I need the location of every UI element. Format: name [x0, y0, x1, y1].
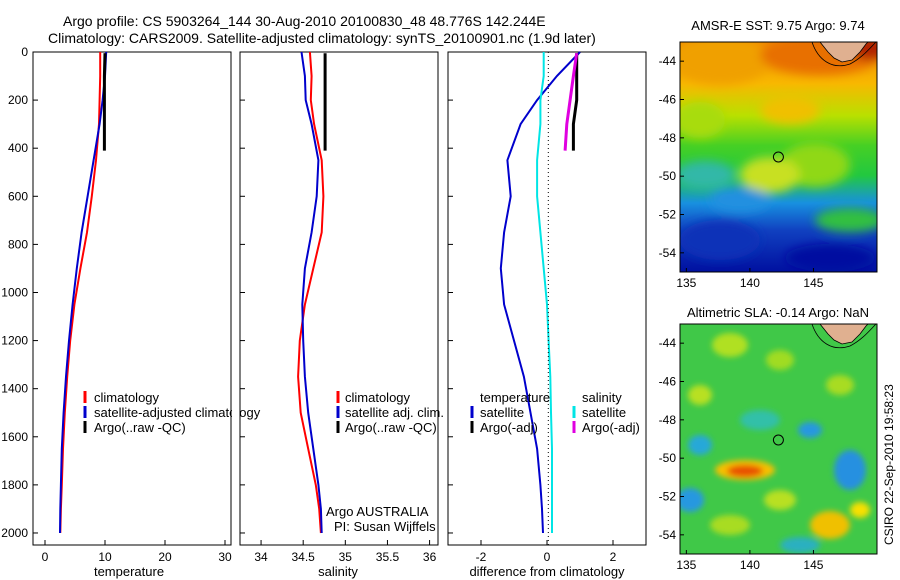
lon-tick-label: 135 [676, 276, 696, 290]
temperature-x-label: temperature [94, 564, 164, 579]
legend-sal-satellite-diff: satellite [582, 405, 626, 420]
lat-tick-label: -50 [659, 451, 677, 465]
lon-tick-label: 135 [676, 558, 696, 572]
depth-axis: 0 200 400 600 800 1000 1200 1400 1600 1800 2000 [1, 45, 453, 540]
x-tick-label: 0 [42, 550, 49, 564]
legend-sal-argo-diff: Argo(-adj) [582, 420, 640, 435]
depth-tick-label: 600 [8, 189, 28, 203]
series-line-salinity-0 [297, 51, 325, 534]
pi-label: PI: Susan Wijffels [334, 519, 436, 534]
depth-tick-label: 1000 [1, 285, 28, 299]
salinity-x-ticks: 34 34.5 35 35.5 36 [254, 540, 437, 564]
sla-argo-marker [772, 434, 784, 446]
legend-sal-climatology: climatology [345, 390, 411, 405]
series-line-difference-2 [536, 52, 553, 533]
lat-tick-label: -48 [659, 413, 677, 427]
difference-legend: temperature satellite Argo(-adj) salinit… [470, 390, 640, 435]
depth-tick-label: 1600 [1, 430, 28, 444]
lon-tick-label: 140 [740, 558, 760, 572]
series-line-difference-1 [571, 53, 579, 151]
sst-argo-marker [772, 151, 784, 163]
depth-tick-label: 200 [8, 93, 28, 107]
lat-tick-label: -52 [659, 208, 677, 222]
difference-x-ticks: -2 0 2 [476, 540, 617, 564]
difference-series [499, 51, 581, 534]
x-tick-label: 30 [218, 550, 232, 564]
salinity-series [297, 51, 327, 534]
lat-tick-label: -46 [659, 93, 677, 107]
x-tick-label: 34.5 [292, 550, 316, 564]
x-tick-label: 36 [423, 550, 437, 564]
lat-tick-label: -46 [659, 375, 677, 389]
salinity-x-label: salinity [318, 564, 358, 579]
timestamp-label: CSIRO 22-Sep-2010 19:58:23 [882, 384, 896, 545]
sla-map-title: Altimetric SLA: -0.14 Argo: NaN [687, 305, 869, 320]
legend-satellite-adjusted: satellite-adjusted climatology [94, 405, 261, 420]
salinity-legend: climatology satellite adj. clim. Argo(..… [336, 390, 444, 435]
lat-tick-label: -44 [659, 336, 677, 350]
legend-sal-argo: Argo(..raw -QC) [345, 420, 437, 435]
temperature-legend: climatology satellite-adjusted climatolo… [83, 390, 261, 435]
difference-x-label: difference from climatology [469, 564, 625, 579]
lat-tick-label: -48 [659, 131, 677, 145]
legend-temp-argo: Argo(-adj) [480, 420, 538, 435]
depth-tick-label: 1200 [1, 334, 28, 348]
x-tick-label: 35.5 [376, 550, 400, 564]
series-line-temperature-1 [59, 51, 108, 534]
depth-tick-label: 0 [21, 45, 28, 59]
temperature-x-ticks: 0 10 20 30 [42, 540, 232, 564]
x-tick-label: 10 [98, 550, 112, 564]
depth-tick-label: 2000 [1, 526, 28, 540]
x-tick-label: 0 [544, 550, 551, 564]
depth-tick-label: 800 [8, 237, 28, 251]
sst-map-title: AMSR-E SST: 9.75 Argo: 9.74 [691, 18, 864, 33]
series-line-salinity-1 [300, 51, 323, 534]
series-line-difference-3 [563, 52, 579, 151]
lon-tick-label: 145 [803, 558, 823, 572]
series-line-temperature-0 [59, 52, 102, 534]
figure-title-line2: Climatology: CARS2009. Satellite-adjuste… [48, 30, 596, 46]
temperature-series [59, 51, 108, 534]
lat-tick-label: -54 [659, 528, 677, 542]
depth-tick-label: 1800 [1, 478, 28, 492]
legend-sal-satellite: satellite adj. clim. [345, 405, 444, 420]
legend-climatology: climatology [94, 390, 160, 405]
series-line-difference-0 [499, 51, 581, 534]
legend-salinity-title: salinity [582, 390, 622, 405]
lat-tick-label: -54 [659, 246, 677, 260]
legend-argo-raw: Argo(..raw -QC) [94, 420, 186, 435]
series-line-temperature-2 [102, 53, 107, 151]
lat-tick-label: -44 [659, 54, 677, 68]
x-tick-label: 20 [158, 550, 172, 564]
lon-tick-label: 145 [803, 276, 823, 290]
lat-tick-label: -52 [659, 490, 677, 504]
x-tick-label: 35 [339, 550, 353, 564]
sla-map-ticks: 135 140 145 -44 -46 -48 -50 -52 -54 [659, 336, 824, 572]
temperature-panel [32, 51, 232, 546]
sst-map [680, 42, 877, 272]
legend-temp-satellite: satellite [480, 405, 524, 420]
institution-label: Argo AUSTRALIA [326, 504, 429, 519]
figure-title-line1: Argo profile: CS 5903264_144 30-Aug-2010… [63, 13, 546, 29]
depth-tick-label: 1400 [1, 382, 28, 396]
x-tick-label: -2 [476, 550, 487, 564]
sla-map [680, 324, 877, 554]
lat-tick-label: -50 [659, 169, 677, 183]
legend-temperature-title: temperature [480, 390, 550, 405]
depth-tick-label: 400 [8, 141, 28, 155]
x-tick-label: 34 [254, 550, 268, 564]
lon-tick-label: 140 [740, 276, 760, 290]
x-tick-label: 2 [610, 550, 617, 564]
sst-map-ticks: 135 140 145 -44 -46 -48 -50 -52 -54 [659, 54, 824, 290]
salinity-panel [239, 51, 439, 546]
